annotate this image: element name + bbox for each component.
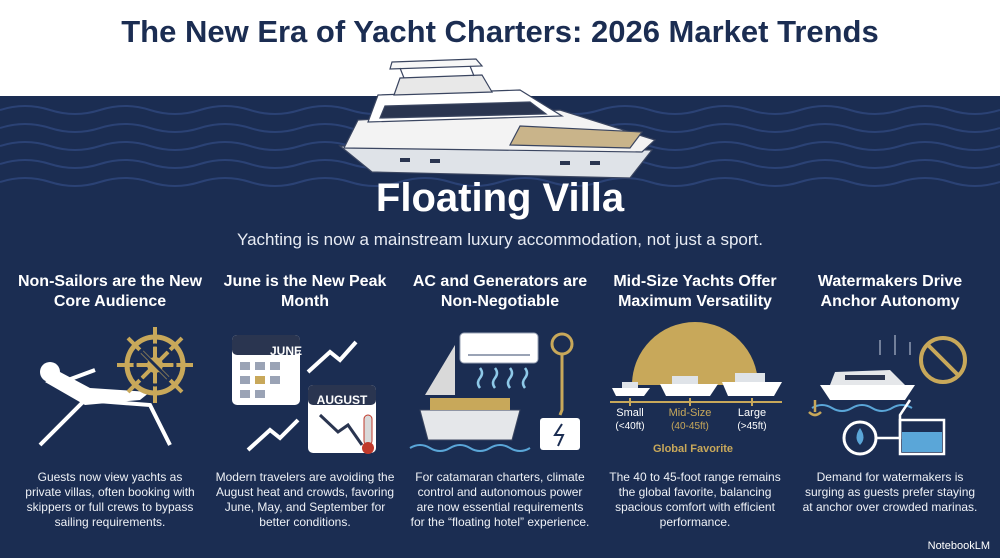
icon-ac-generator-part (430, 398, 510, 410)
icon-yacht-sizes-part-part (672, 376, 698, 384)
icon-calendars-part (318, 413, 364, 446)
page-title: The New Era of Yacht Charters: 2026 Mark… (121, 14, 879, 49)
icon-lounger-wheel-part (133, 343, 177, 387)
icon-lounger-wheel-part (67, 368, 96, 382)
icon-calendars-part-part (240, 362, 250, 370)
icon-calendars-part-part (255, 362, 265, 370)
icon-yacht-sizes-part-part (622, 382, 638, 388)
size-name: Small (616, 407, 644, 419)
icon-yacht-sizes-part (632, 322, 758, 385)
hero-yacht-part-part (400, 158, 410, 162)
icon-ac-generator-part (476, 367, 529, 389)
icon-ac-generator-part (553, 423, 565, 447)
icon-lounger-wheel-part (38, 397, 172, 447)
icon-calendars-part-part (240, 376, 250, 384)
icon-calendars-part (362, 442, 374, 454)
icon-ac-generator-part (558, 355, 564, 416)
brand-mark: NotebookLM (927, 540, 990, 552)
hero-yacht-part (389, 58, 484, 70)
icon-calendars (232, 335, 376, 454)
icon-yacht-sizes-part (622, 373, 765, 388)
size-range: (40-45ft) (671, 421, 709, 432)
hero-yacht (338, 58, 657, 179)
hero-yacht-part (400, 158, 600, 165)
icon-calendars-part (255, 376, 265, 384)
icon-watermaker (808, 335, 967, 456)
icon-yacht-sizes-part (629, 398, 753, 406)
icon-calendars-part (246, 418, 300, 452)
column-body: Modern travelers are avoiding the August… (215, 470, 395, 529)
icon-calendars-part-part (240, 390, 250, 398)
icon-watermaker-part (919, 336, 967, 384)
column-heading: June is the New Peak Month (223, 273, 387, 310)
column-heading: Watermakers Drive Anchor Autonomy (817, 273, 963, 310)
icon-ac-generator-part (425, 345, 455, 395)
calendar-label: AUGUST (317, 393, 368, 407)
icon-watermaker-part (811, 404, 913, 412)
size-name: Large (738, 407, 766, 419)
icon-ac-generator-part (409, 444, 531, 452)
column-heading: Non-Sailors are the New Core Audience (17, 273, 203, 310)
hero-yacht-part (399, 67, 405, 79)
column-body: The 40 to 45-foot range remains the glob… (609, 470, 781, 529)
icon-yacht-sizes-part-part (660, 384, 718, 396)
icon-watermaker-part (879, 335, 911, 355)
header-band (0, 0, 1000, 96)
hero-yacht-part (509, 125, 644, 149)
icon-calendars-part (240, 362, 280, 398)
icon-yacht-sizes-part (612, 382, 782, 396)
icon-calendars-part-part (255, 390, 265, 398)
hero-yacht-part (469, 65, 475, 77)
icon-lounger-wheel (38, 327, 193, 447)
icon-calendars-part (306, 340, 358, 374)
icon-calendars-part-part (270, 376, 280, 384)
hero-yacht-part (393, 74, 494, 96)
icon-ac-generator-part (550, 332, 574, 356)
size-name: Mid-Size (669, 407, 712, 419)
column-heading: Mid-Size Yachts Offer Maximum Versatilit… (613, 273, 777, 310)
icon-ac-generator-part (459, 332, 539, 364)
column-body: For catamaran charters, climate control … (410, 470, 590, 529)
icon-watermaker-part (856, 428, 864, 445)
icon-calendars-part (363, 414, 373, 446)
size-range: (>45ft) (737, 421, 766, 432)
size-caption: Global Favorite (653, 443, 733, 455)
icon-ac-generator-part-part (476, 367, 484, 389)
hero-yacht-part-part (430, 159, 440, 163)
waves-part (0, 177, 1000, 187)
icon-ac-generator (409, 332, 580, 452)
hero-heading: Floating Villa (375, 176, 625, 220)
hero-yacht-part-part (590, 161, 600, 165)
hero-yacht-part (379, 101, 548, 119)
icon-watermaker-part (898, 418, 946, 456)
icon-yacht-sizes-part-part (735, 373, 765, 382)
icon-watermaker-part (808, 400, 822, 417)
icon-calendars-part-part (270, 362, 280, 370)
icon-ac-generator-part-part (491, 367, 499, 389)
icon-yacht-sizes-part-part (612, 388, 650, 396)
icon-watermaker-part (820, 385, 915, 400)
icon-lounger-wheel-part (138, 348, 172, 382)
calendar-label: JUNE (270, 344, 302, 358)
hero-yacht-part-part (560, 161, 570, 165)
column-heading: AC and Generators are Non-Negotiable (412, 273, 588, 310)
icon-watermaker-part (902, 432, 942, 452)
icon-yacht-sizes: Small (<40ft) Mid-Size (40-45ft) Large (… (610, 322, 782, 455)
icon-watermaker-part (926, 343, 960, 377)
icon-watermaker-part (845, 375, 885, 380)
icon-calendars-part (232, 335, 300, 355)
icon-yacht-sizes-part-part (722, 382, 782, 396)
icon-ac-generator-part-part (506, 367, 514, 389)
icon-ac-generator-part-part (521, 367, 529, 389)
icon-calendars-part (308, 385, 376, 405)
column-body: Guests now view yachts as private villas… (25, 470, 195, 529)
size-range: (<40ft) (615, 421, 644, 432)
icon-ac-generator-part (419, 409, 521, 441)
hero-subtitle: Yachting is now a mainstream luxury acco… (237, 230, 763, 249)
column-body: Demand for watermakers is surging as gue… (802, 470, 978, 514)
